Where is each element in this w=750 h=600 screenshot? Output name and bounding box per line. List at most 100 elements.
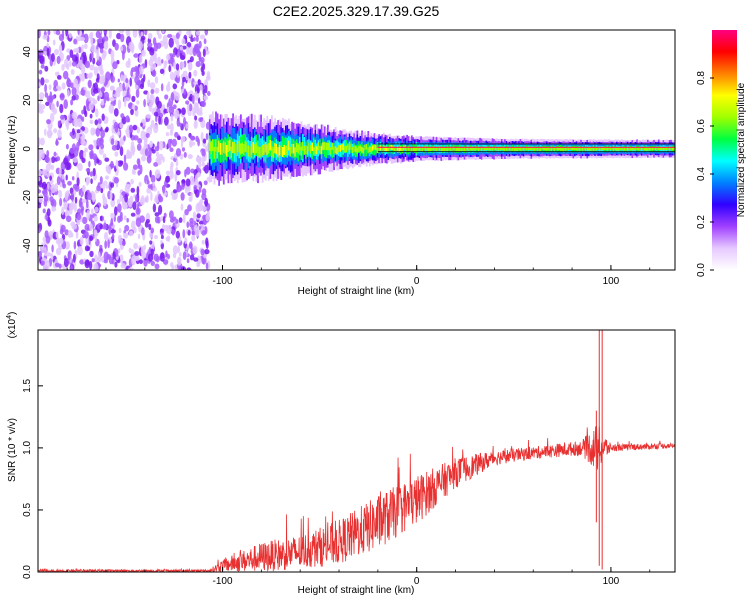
- spectrogram-cell: [186, 221, 190, 228]
- spectrogram-cell: [199, 34, 206, 40]
- spectrogram-cell: [146, 180, 150, 185]
- spectrogram-cell: [233, 142, 236, 154]
- spectrogram-cell: [91, 52, 94, 59]
- spectrogram-cell: [258, 147, 261, 158]
- spectrogram-cell: [132, 124, 138, 131]
- spectrogram-cell: [61, 206, 65, 216]
- spectrogram-cell: [44, 128, 47, 136]
- spectrogram-cell: [41, 260, 45, 266]
- spectrogram-cell: [172, 216, 177, 221]
- spectrogram-cell: [167, 33, 173, 38]
- spectrogram-cell: [182, 251, 187, 260]
- spectrogram-cell: [149, 47, 155, 56]
- spectrogram-cell: [460, 147, 463, 152]
- spectrogram-cell: [38, 108, 44, 114]
- spectrogram-cell: [73, 38, 77, 45]
- spectrogram-cell: [130, 212, 136, 217]
- spectrogram-cell: [493, 146, 495, 151]
- spectrogram-cell: [661, 147, 663, 151]
- spectrogram-cell: [466, 146, 469, 151]
- spectrogram-cell: [181, 147, 186, 152]
- spectrogram-cell: [105, 184, 109, 189]
- colorbar: 0.0 0.2 0.4 0.6 0.8 Normalized spectral ampl…: [696, 30, 747, 277]
- spectrogram-cell: [229, 139, 231, 151]
- colorbar-tick-label: 0.4: [696, 167, 707, 181]
- spectrogram-cell: [124, 224, 130, 232]
- spectrogram-cell: [240, 143, 242, 155]
- spectrogram-cell: [179, 185, 183, 191]
- x-tick-label: 0: [414, 276, 420, 287]
- spectrogram-cell: [407, 146, 410, 151]
- spectrogram-cell: [93, 215, 98, 222]
- spectrogram-cell: [53, 128, 58, 134]
- spectrogram-cell: [103, 50, 107, 58]
- spectrogram-cell: [455, 147, 458, 152]
- spectrogram-cell: [417, 146, 419, 151]
- spectrogram-cell: [344, 145, 346, 153]
- spectrogram-cell: [87, 79, 92, 89]
- spectrogram-cell: [129, 77, 132, 87]
- spectrogram-cell: [175, 230, 180, 239]
- spectrogram-cell: [188, 30, 192, 38]
- spectrogram-cell: [180, 192, 185, 201]
- spectrogram-cell: [354, 146, 357, 153]
- spectrogram-cell: [150, 88, 155, 95]
- spectrogram-cell: [164, 94, 169, 100]
- spectrogram-cell: [473, 146, 475, 151]
- spectrogram-cell: [549, 147, 551, 151]
- spectrogram-cell: [38, 169, 43, 176]
- spectrogram-cell: [595, 147, 598, 151]
- spectrogram-cell: [278, 145, 281, 156]
- spectrogram-cell: [168, 105, 175, 115]
- spectrogram-cell: [191, 95, 195, 105]
- spectrogram-cell: [126, 218, 129, 223]
- spectrogram-cell: [85, 90, 91, 99]
- spectrogram-cell: [373, 144, 376, 156]
- spectrogram-cell: [125, 30, 130, 36]
- spectrogram-cell: [114, 261, 118, 268]
- spectrogram-cell: [567, 146, 570, 151]
- spectrogram-cell: [84, 60, 91, 69]
- spectrogram-cell: [97, 118, 102, 125]
- spectrogram-cell: [69, 49, 74, 58]
- spectrogram-cell: [581, 147, 584, 151]
- spectrogram-cell: [474, 146, 477, 151]
- spectrogram-cell: [201, 70, 205, 76]
- spectrogram-cell: [116, 199, 120, 205]
- spectrogram-cell: [61, 174, 65, 180]
- spectrogram-cell: [78, 188, 82, 196]
- spectrogram-cell: [69, 131, 73, 137]
- spectrogram-cell: [169, 147, 174, 152]
- spectrogram-cell: [628, 146, 631, 151]
- spectrogram-cell: [608, 147, 610, 151]
- spectrogram-cell: [393, 146, 396, 152]
- spectrogram-cell: [151, 69, 157, 77]
- spectrogram-cell: [651, 147, 654, 151]
- spectrogram-cell: [614, 147, 617, 151]
- spectrogram-cell: [415, 148, 418, 153]
- spectrogram-cell: [150, 227, 155, 234]
- spectrogram-cell: [589, 147, 592, 151]
- spectrogram-cell: [204, 197, 208, 207]
- spectrogram-cell: [497, 147, 500, 151]
- spectrogram-cell: [92, 57, 96, 65]
- spectrogram-cell: [67, 180, 72, 186]
- spectrogram-cell: [137, 233, 141, 240]
- spectrogram-cell: [175, 63, 180, 71]
- spectrogram-cell: [201, 239, 205, 245]
- spectrogram-cell: [536, 147, 539, 151]
- spectrogram-cell: [41, 169, 48, 176]
- spectrogram-cell: [174, 77, 179, 82]
- spectrogram-cell: [164, 116, 169, 126]
- spectrogram-cell: [502, 146, 505, 151]
- spectrogram-cell: [364, 144, 367, 151]
- spectrogram-cell: [169, 129, 173, 136]
- spectrogram-cell: [165, 84, 171, 92]
- spectrogram-cell: [201, 230, 207, 236]
- spectrogram-cell: [186, 42, 192, 48]
- spectrogram-cell: [130, 187, 136, 193]
- spectrogram-cell: [119, 193, 123, 202]
- spectrogram-cell: [193, 185, 197, 191]
- spectrogram-cell: [479, 146, 481, 151]
- spectrogram-cell: [469, 146, 472, 151]
